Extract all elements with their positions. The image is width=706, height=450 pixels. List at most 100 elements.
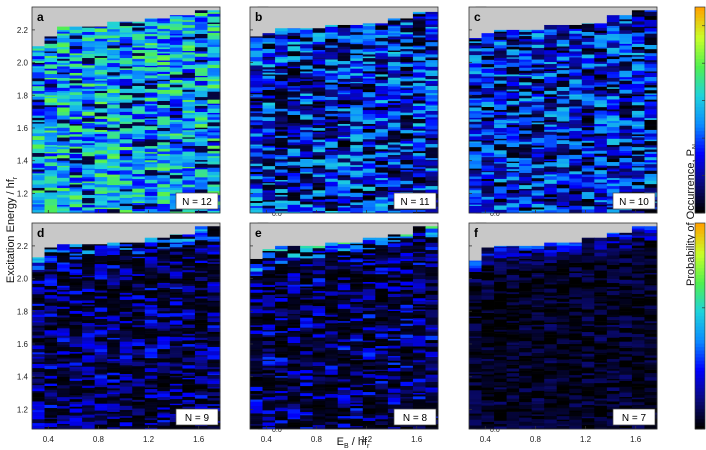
heatmap-cell	[262, 132, 276, 136]
heatmap-cell	[169, 350, 183, 354]
heatmap-cell	[32, 329, 45, 332]
heatmap-cell	[312, 332, 326, 335]
heatmap-cell	[32, 276, 45, 279]
heatmap-cell	[544, 190, 558, 195]
heatmap-cell	[469, 129, 482, 135]
heatmap-cell	[182, 54, 196, 59]
heatmap-cell	[262, 329, 276, 332]
heatmap-cell	[425, 143, 439, 148]
heatmap-cell	[619, 83, 633, 87]
heatmap-cell	[250, 371, 263, 374]
heatmap-cell	[412, 45, 426, 48]
heatmap-cell	[287, 354, 301, 358]
heatmap-cell	[412, 126, 426, 129]
heatmap-cell	[350, 113, 364, 116]
heatmap-cell	[250, 316, 263, 320]
heatmap-cell	[594, 99, 608, 104]
heatmap-cell	[631, 91, 645, 95]
heatmap-cell	[94, 180, 108, 185]
heatmap-cell	[182, 33, 196, 37]
heatmap-cell	[400, 27, 414, 33]
heatmap-cell	[182, 274, 196, 279]
heatmap-cell	[506, 192, 520, 198]
heatmap-cell	[144, 248, 158, 253]
heatmap-cell	[32, 106, 45, 109]
heatmap-cell	[312, 199, 326, 202]
heatmap-cell	[144, 124, 158, 127]
heatmap-cell	[287, 196, 301, 201]
heatmap-cell	[194, 182, 208, 187]
heatmap-cell	[262, 34, 276, 39]
heatmap-cell	[300, 395, 314, 399]
colorbar-swatch	[695, 17, 705, 22]
panel-e-column	[262, 249, 276, 430]
heatmap-cell	[194, 315, 208, 320]
heatmap-cell	[312, 334, 326, 338]
heatmap-cell	[132, 113, 146, 116]
heatmap-cell	[300, 79, 314, 81]
colorbar-swatch	[695, 120, 705, 125]
heatmap-cell	[194, 61, 208, 65]
heatmap-cell	[287, 257, 301, 261]
colorbar-swatch	[695, 37, 705, 42]
heatmap-cell	[619, 26, 633, 31]
heatmap-cell	[300, 312, 314, 315]
heatmap-cell	[69, 163, 83, 166]
heatmap-cell	[32, 356, 45, 359]
heatmap-cell	[132, 368, 146, 373]
heatmap-cell	[312, 299, 326, 304]
heatmap-cell	[182, 21, 196, 26]
x-axis-label-tail: / hf	[349, 436, 368, 448]
heatmap-cell	[362, 79, 376, 84]
heatmap-cell	[132, 250, 146, 255]
heatmap-cell	[619, 86, 633, 90]
colorbar-swatch	[695, 127, 705, 132]
heatmap-cell	[132, 287, 146, 290]
heatmap-cell	[119, 203, 133, 207]
heatmap-cell	[107, 416, 121, 419]
heatmap-cell	[287, 194, 301, 197]
heatmap-cell	[57, 46, 70, 50]
heatmap-cell	[107, 323, 121, 328]
heatmap-cell	[412, 128, 426, 131]
heatmap-cell	[157, 144, 171, 149]
heatmap-cell	[387, 79, 401, 85]
heatmap-cell	[275, 267, 288, 271]
heatmap-cell	[519, 55, 533, 60]
heatmap-cell	[250, 37, 263, 42]
heatmap-cell	[350, 42, 364, 45]
heatmap-cell	[157, 28, 171, 32]
heatmap-cell	[375, 76, 389, 80]
heatmap-cell	[262, 365, 276, 368]
heatmap-cell	[469, 121, 482, 125]
heatmap-cell	[69, 63, 83, 67]
heatmap-cell	[194, 85, 208, 87]
heatmap-cell	[144, 363, 158, 365]
heatmap-cell	[132, 347, 146, 350]
heatmap-cell	[82, 50, 96, 53]
heatmap-cell	[262, 388, 276, 391]
heatmap-cell	[32, 204, 45, 207]
heatmap-cell	[169, 294, 183, 298]
heatmap-cell	[469, 98, 482, 100]
heatmap-cell	[581, 93, 595, 98]
heatmap-cell	[362, 168, 376, 173]
heatmap-cell	[531, 31, 545, 34]
panel-b-column	[312, 28, 326, 214]
heatmap-cell	[182, 184, 196, 188]
heatmap-cell	[69, 41, 83, 47]
heatmap-cell	[182, 238, 196, 242]
heatmap-cell	[57, 268, 70, 272]
heatmap-cell	[312, 302, 326, 307]
heatmap-cell	[494, 39, 507, 42]
heatmap-cell	[619, 66, 633, 71]
heatmap-cell	[82, 319, 96, 324]
heatmap-cell	[69, 26, 83, 30]
colorbar-swatch	[695, 65, 705, 70]
heatmap-cell	[207, 321, 221, 326]
heatmap-cell	[644, 33, 658, 38]
heatmap-cell	[132, 118, 146, 123]
heatmap-cell	[400, 56, 414, 60]
heatmap-cell	[556, 135, 570, 139]
heatmap-cell	[425, 59, 439, 63]
